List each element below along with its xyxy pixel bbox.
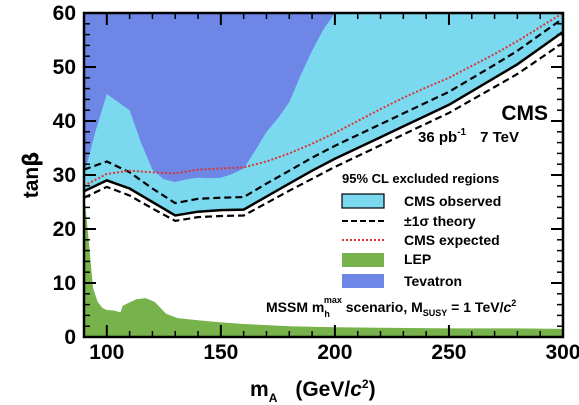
legend-label-theory: ±1σ theory xyxy=(404,213,476,229)
scenario-c: c xyxy=(503,299,511,315)
legend-title: 95% CL excluded regions xyxy=(342,171,499,186)
scenario-pow: 2 xyxy=(511,298,516,308)
y-tick-label: 30 xyxy=(53,164,76,187)
axis-ticks: 100 150 200 250 300 0 10 20 30 40 50 60 xyxy=(53,2,579,364)
x-axis-label-unit-c: c xyxy=(350,378,362,401)
lumi-value: 36 pb xyxy=(418,129,457,146)
legend-label-observed: CMS observed xyxy=(404,193,501,209)
legend-swatch-observed xyxy=(341,193,385,209)
scenario-middle: scenario, M xyxy=(342,299,423,315)
cms-observed-line xyxy=(84,30,563,217)
scenario-sup: max xyxy=(324,295,342,305)
y-tick-label: 40 xyxy=(53,110,76,133)
lep-region xyxy=(84,191,563,337)
energy-label: 7 TeV xyxy=(480,129,519,146)
y-tick-label: 50 xyxy=(53,56,76,79)
scenario-sub: h xyxy=(324,309,330,319)
scenario-label: MSSM mh max scenario, MSUSY = 1 TeV/c2 xyxy=(266,295,516,319)
y-axis-label-greek: β xyxy=(19,152,43,167)
scenario-sub2: SUSY xyxy=(423,308,448,318)
x-tick-label: 300 xyxy=(545,341,579,364)
x-tick-label: 150 xyxy=(203,341,238,364)
y-tick-label: 0 xyxy=(64,326,76,349)
x-axis-label: mA (GeV/c2) xyxy=(250,377,376,405)
x-tick-label: 250 xyxy=(431,341,466,364)
legend-label-expected: CMS expected xyxy=(404,232,500,248)
scenario-prefix: MSSM m xyxy=(266,299,324,315)
legend-swatch-lep xyxy=(342,253,384,267)
cms-expected-line xyxy=(84,13,563,187)
experiment-label: CMS xyxy=(501,102,548,125)
x-axis-label-sub: A xyxy=(269,391,278,405)
theory-lower-line xyxy=(84,41,563,223)
y-axis-label: tanβ xyxy=(19,152,43,199)
legend-label-tevatron: Tevatron xyxy=(404,273,462,289)
lumi-exponent: -1 xyxy=(457,127,466,138)
y-tick-label: 60 xyxy=(53,2,76,25)
y-tick-label: 20 xyxy=(53,218,76,241)
scenario-suffix: = 1 TeV/ xyxy=(447,299,503,315)
legend: 95% CL excluded regions CMS observed ±1σ… xyxy=(341,171,501,289)
x-tick-label: 200 xyxy=(317,341,352,364)
y-axis-label-text: tan xyxy=(20,167,43,199)
plot-regions xyxy=(84,13,563,337)
legend-swatch-tevatron xyxy=(342,274,384,288)
y-tick-label: 10 xyxy=(53,272,76,295)
x-tick-label: 100 xyxy=(89,341,124,364)
lumi-label: 36 pb-1 7 TeV xyxy=(418,127,519,146)
legend-label-lep: LEP xyxy=(404,251,431,267)
x-axis-label-unit-pow: 2 xyxy=(362,377,369,391)
x-axis-label-m: m xyxy=(250,378,269,401)
tevatron-region xyxy=(84,13,335,182)
x-axis-label-unit-open: (GeV/ xyxy=(295,378,350,401)
x-axis-label-unit-close: ) xyxy=(369,378,376,401)
theory-upper-line xyxy=(84,17,563,205)
